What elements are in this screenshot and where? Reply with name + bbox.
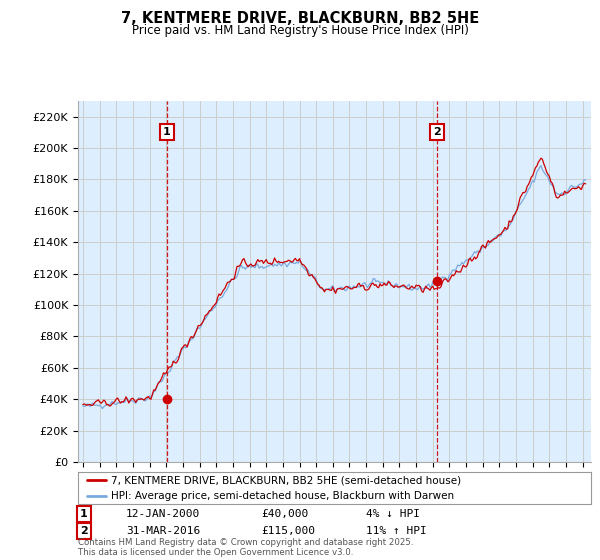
Text: £40,000: £40,000 [261, 509, 308, 519]
Text: Contains HM Land Registry data © Crown copyright and database right 2025.
This d: Contains HM Land Registry data © Crown c… [78, 538, 413, 557]
Text: 7, KENTMERE DRIVE, BLACKBURN, BB2 5HE (semi-detached house): 7, KENTMERE DRIVE, BLACKBURN, BB2 5HE (s… [112, 475, 461, 486]
Text: 2: 2 [80, 526, 88, 536]
Text: HPI: Average price, semi-detached house, Blackburn with Darwen: HPI: Average price, semi-detached house,… [112, 491, 454, 501]
Text: 31-MAR-2016: 31-MAR-2016 [126, 526, 200, 536]
Text: 7, KENTMERE DRIVE, BLACKBURN, BB2 5HE: 7, KENTMERE DRIVE, BLACKBURN, BB2 5HE [121, 11, 479, 26]
Text: 12-JAN-2000: 12-JAN-2000 [126, 509, 200, 519]
Text: £115,000: £115,000 [261, 526, 315, 536]
Text: Price paid vs. HM Land Registry's House Price Index (HPI): Price paid vs. HM Land Registry's House … [131, 24, 469, 36]
Text: 2: 2 [433, 127, 441, 137]
Text: 1: 1 [80, 509, 88, 519]
Text: 4% ↓ HPI: 4% ↓ HPI [366, 509, 420, 519]
Text: 1: 1 [163, 127, 171, 137]
Text: 11% ↑ HPI: 11% ↑ HPI [366, 526, 427, 536]
